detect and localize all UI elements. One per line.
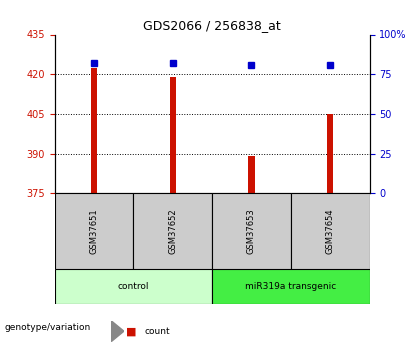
Text: GSM37651: GSM37651: [89, 208, 98, 254]
Bar: [170, 77, 176, 193]
Text: genotype/variation: genotype/variation: [4, 323, 90, 332]
Text: control: control: [118, 282, 149, 291]
FancyBboxPatch shape: [134, 193, 212, 269]
FancyBboxPatch shape: [212, 193, 291, 269]
Text: count: count: [145, 327, 171, 336]
Text: GSM37654: GSM37654: [326, 208, 335, 254]
FancyBboxPatch shape: [55, 193, 134, 269]
Bar: [327, 114, 333, 193]
Text: miR319a transgenic: miR319a transgenic: [245, 282, 336, 291]
FancyBboxPatch shape: [291, 193, 370, 269]
Title: GDS2066 / 256838_at: GDS2066 / 256838_at: [143, 19, 281, 32]
Text: GSM37653: GSM37653: [247, 208, 256, 254]
Text: GSM37652: GSM37652: [168, 208, 177, 254]
FancyBboxPatch shape: [212, 269, 370, 304]
Polygon shape: [111, 321, 124, 342]
Text: ■: ■: [126, 326, 136, 336]
Bar: [248, 156, 255, 193]
FancyBboxPatch shape: [55, 269, 212, 304]
Bar: [91, 68, 97, 193]
